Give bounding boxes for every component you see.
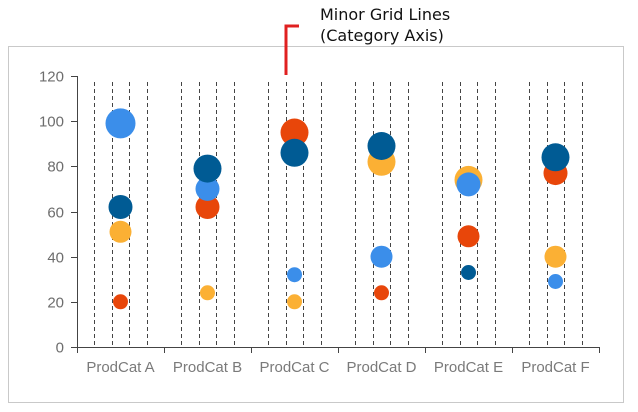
bubble-point	[374, 285, 389, 301]
y-tick-label: 80	[47, 159, 64, 176]
x-tick-label: ProdCat B	[173, 359, 242, 376]
bubble-point	[456, 172, 481, 197]
bubble-point	[200, 285, 215, 301]
minor-grid-lines	[94, 82, 583, 347]
bubble-point	[280, 138, 309, 167]
y-tick-label: 0	[56, 340, 64, 357]
bubble-point	[109, 220, 132, 243]
axes: 0 20 40 60 80 100 120 ProdCat A ProdCat B ProdCat…	[39, 69, 600, 376]
x-tick-label: ProdCat F	[521, 359, 589, 376]
bubble-point	[195, 176, 220, 201]
bubble-point	[113, 294, 128, 310]
bubble-point	[457, 225, 480, 248]
bubble-point	[195, 195, 220, 219]
bubble-point	[548, 274, 563, 289]
y-tick-label: 120	[39, 69, 64, 86]
annotation-line-1: Minor Grid Lines	[320, 5, 451, 24]
annotation-callout	[284, 24, 299, 75]
bubble-point	[280, 118, 309, 147]
bubble-point	[461, 265, 476, 280]
y-tick-label: 60	[47, 205, 64, 222]
bubble-point	[370, 245, 393, 268]
bubble-point	[108, 195, 133, 219]
annotation-label: Minor Grid Lines (Category Axis)	[320, 4, 450, 46]
chart-frame	[8, 46, 624, 403]
bubble-point	[193, 154, 222, 183]
annotation-line-2: (Category Axis)	[320, 26, 444, 45]
x-tick-label: ProdCat E	[434, 359, 503, 376]
y-tick-label: 40	[47, 250, 64, 267]
y-tick-label: 100	[39, 114, 64, 131]
x-tick-label: ProdCat C	[259, 359, 329, 376]
bubble-point	[544, 245, 567, 268]
bubble-point	[367, 132, 396, 160]
bubble-point	[287, 294, 302, 310]
bubble-series	[105, 108, 570, 310]
x-tick-label: ProdCat D	[346, 359, 416, 376]
bubble-point	[287, 267, 302, 283]
annotation-leader-line	[284, 24, 299, 75]
bubble-point	[105, 108, 136, 139]
x-tick-label: ProdCat A	[86, 359, 154, 376]
bubble-point	[541, 143, 570, 172]
y-tick-label: 20	[47, 295, 64, 312]
